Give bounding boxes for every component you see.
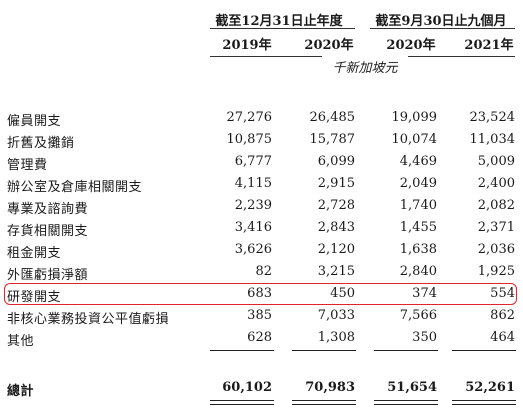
cell-value: 2,843 [317, 220, 355, 235]
cell-value: 7,033 [317, 308, 355, 323]
year-group-underline [210, 28, 355, 29]
row-label: 存貨相關開支 [7, 224, 89, 239]
row-label: 研發開支 [7, 290, 62, 305]
cell-value: 10,074 [391, 132, 438, 147]
subtotal-rule [452, 350, 516, 351]
cell-value: 19,099 [391, 110, 438, 125]
column-header-2019: 2019年 [222, 38, 272, 53]
cell-value: 2,082 [477, 198, 515, 213]
column-header-2021-9m: 2021年 [464, 38, 514, 53]
cell-value: 1,638 [399, 242, 437, 257]
subtotal-rule [210, 350, 274, 351]
cell-value: 26,485 [309, 110, 356, 125]
total-value: 70,983 [305, 380, 355, 395]
cell-value: 2,400 [477, 176, 515, 191]
unit-underline-right [408, 56, 515, 57]
total-double-rule [452, 404, 516, 405]
cell-value: 450 [330, 286, 355, 301]
cell-value: 4,115 [234, 176, 272, 191]
cell-value: 2,120 [317, 242, 355, 257]
cell-value: 15,787 [309, 132, 356, 147]
cell-value: 5,009 [477, 154, 515, 169]
total-row: 總計 60,102 70,983 51,654 52,261 [0, 378, 523, 400]
column-header-2020-fy: 2020年 [304, 38, 354, 53]
cell-value: 2,840 [399, 264, 437, 279]
column-header-2020-9m: 2020年 [386, 38, 436, 53]
cell-value: 4,469 [399, 154, 437, 169]
table-row: 外匯虧損淨額 82 3,215 2,840 1,925 [0, 262, 523, 284]
row-label: 辦公室及倉庫相關開支 [7, 180, 143, 195]
cell-value: 2,036 [477, 242, 515, 257]
total-value: 52,261 [465, 380, 515, 395]
table-row: 辦公室及倉庫相關開支 4,115 2,915 2,049 2,400 [0, 174, 523, 196]
cell-value: 554 [490, 286, 515, 301]
cell-value: 6,777 [234, 154, 272, 169]
cell-value: 3,215 [317, 264, 355, 279]
cell-value: 10,875 [226, 132, 273, 147]
cell-value: 683 [247, 286, 272, 301]
cell-value: 11,034 [469, 132, 516, 147]
total-value: 51,654 [387, 380, 437, 395]
table-row-highlighted: 研發開支 683 450 374 554 [0, 284, 523, 306]
cell-value: 82 [255, 264, 272, 279]
cell-value: 2,371 [477, 220, 515, 235]
row-label: 折舊及攤銷 [7, 136, 75, 151]
cell-value: 374 [412, 286, 437, 301]
cell-value: 1,925 [477, 264, 515, 279]
table-row: 僱員開支 27,276 26,485 19,099 23,524 [0, 108, 523, 130]
cell-value: 628 [247, 330, 272, 345]
cell-value: 7,566 [399, 308, 437, 323]
total-value: 60,102 [222, 380, 272, 395]
cell-value: 2,049 [399, 176, 437, 191]
cell-value: 2,728 [317, 198, 355, 213]
table-row: 存貨相關開支 3,416 2,843 1,455 2,371 [0, 218, 523, 240]
cell-value: 3,626 [234, 242, 272, 257]
table-row: 專業及諮詢費 2,239 2,728 1,740 2,082 [0, 196, 523, 218]
table-row: 非核心業務投資公平值虧損 385 7,033 7,566 862 [0, 306, 523, 328]
cell-value: 1,455 [399, 220, 437, 235]
row-label: 管理費 [7, 158, 48, 173]
row-label: 租金開支 [7, 246, 62, 261]
cell-value: 464 [490, 330, 515, 345]
cell-value: 862 [490, 308, 515, 323]
year-group-header: 截至12月31日止年度 [215, 14, 343, 29]
total-double-rule [374, 400, 438, 401]
cell-value: 1,308 [317, 330, 355, 345]
table-row: 管理費 6,777 6,099 4,469 5,009 [0, 152, 523, 174]
cell-value: 2,239 [234, 198, 272, 213]
total-double-rule [210, 400, 274, 401]
row-label: 專業及諮詢費 [7, 202, 89, 217]
cell-value: 350 [412, 330, 437, 345]
nine-month-group-underline [370, 28, 515, 29]
table-row: 折舊及攤銷 10,875 15,787 10,074 11,034 [0, 130, 523, 152]
total-double-rule [292, 404, 356, 405]
cell-value: 385 [247, 308, 272, 323]
subtotal-rule [292, 350, 356, 351]
highlight-box-rd-expenses [4, 283, 517, 305]
cell-value: 27,276 [226, 110, 273, 125]
row-label: 外匯虧損淨額 [7, 268, 89, 283]
table-row: 其他 628 1,308 350 464 [0, 328, 523, 350]
row-label: 非核心業務投資公平值虧損 [7, 312, 170, 327]
nine-month-group-header: 截至9月30日止九個月 [375, 14, 507, 29]
cell-value: 23,524 [469, 110, 516, 125]
total-double-rule [452, 400, 516, 401]
cell-value: 3,416 [234, 220, 272, 235]
table-row: 租金開支 3,626 2,120 1,638 2,036 [0, 240, 523, 262]
cell-value: 1,740 [399, 198, 437, 213]
total-double-rule [210, 404, 274, 405]
row-label: 僱員開支 [7, 114, 62, 129]
total-double-rule [292, 400, 356, 401]
total-double-rule [374, 404, 438, 405]
row-label: 其他 [7, 334, 35, 349]
total-label: 總計 [7, 384, 35, 399]
subtotal-rule [374, 350, 438, 351]
unit-label: 千新加坡元 [332, 61, 398, 76]
cell-value: 6,099 [317, 154, 355, 169]
cell-value: 2,915 [317, 176, 355, 191]
unit-underline-left [210, 56, 322, 57]
